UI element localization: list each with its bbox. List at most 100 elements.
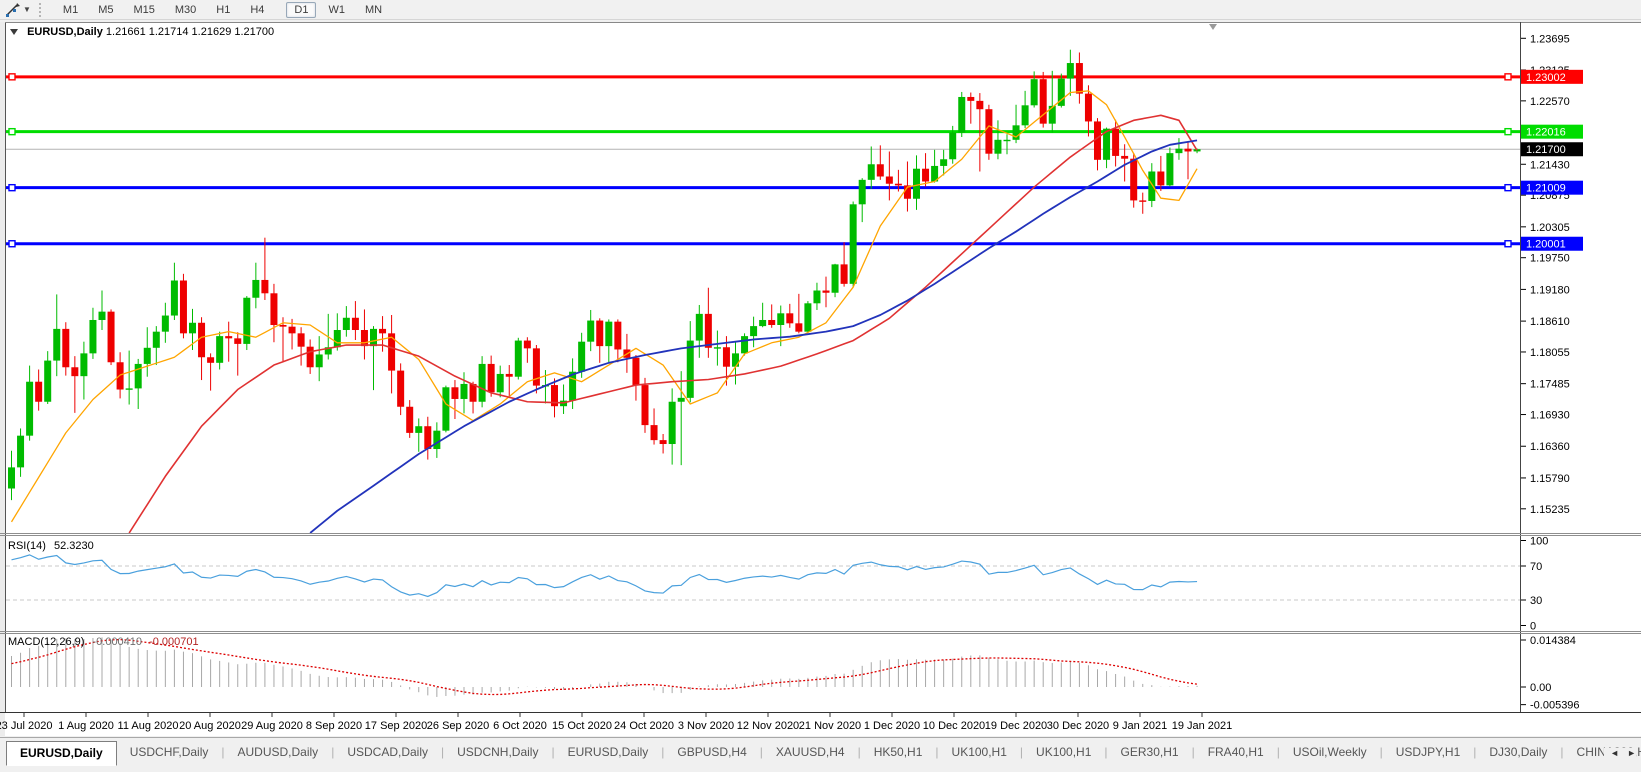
price-tick-label: 1.23695 (1530, 33, 1570, 45)
candlestick-layer[interactable] (8, 49, 1201, 501)
main-price-pane[interactable] (6, 49, 1520, 533)
line-handle[interactable] (8, 183, 16, 192)
chart-window[interactable]: 1.236951.231251.225701.220001.214301.208… (0, 22, 1641, 736)
price-tick-label: 1.21430 (1530, 159, 1570, 171)
time-tick-label: 1 Dec 2020 (864, 720, 920, 732)
rsi-scale-label: 70 (1530, 561, 1542, 573)
line-handle[interactable] (1504, 240, 1512, 248)
chart-tab-ger30-h1[interactable]: GER30,H1 (1120, 745, 1179, 759)
macd-scale-label: -0.005396 (1530, 700, 1580, 712)
ma-medium-line (128, 114, 1198, 533)
time-tick-label: 9 Jan 2021 (1113, 720, 1167, 732)
rsi-scale-label: 30 (1530, 595, 1542, 607)
timeframe-h4-button[interactable]: H4 (250, 3, 265, 16)
cursor-tool-icon[interactable] (4, 2, 22, 18)
timeframe-button-group: M1 M5 M15 M30 H1 H4 D1 W1 MN (53, 1, 392, 18)
chart-tab-gbpusd-h4[interactable]: GBPUSD,H4 (677, 745, 747, 759)
line-handle[interactable] (8, 73, 16, 81)
toolbar-grip[interactable] (38, 2, 45, 17)
chart-tab-hk50-h1[interactable]: HK50,H1 (873, 745, 923, 759)
timeframe-d1-button[interactable]: D1 (286, 1, 317, 18)
price-tick-label: 1.20305 (1530, 222, 1570, 234)
line-handle[interactable] (1504, 73, 1512, 81)
line-handle[interactable] (1504, 127, 1512, 136)
chart-tab-usdcad-daily[interactable]: USDCAD,Daily (347, 745, 428, 759)
macd-scale-label: 0.014384 (1530, 635, 1576, 647)
tab-separator: | (1104, 745, 1108, 759)
horizontal-line-1.22016[interactable] (6, 127, 1520, 136)
timeframe-m15-button[interactable]: M15 (133, 3, 155, 16)
time-tick-label: 19 Jan 2021 (1172, 720, 1233, 732)
macd-signal-line (11, 638, 1198, 696)
tab-scroll-right-icon[interactable]: ► (1627, 748, 1636, 758)
chart-tab-fra40-h1[interactable]: FRA40,H1 (1207, 745, 1264, 759)
price-tick-label: 1.22570 (1530, 96, 1570, 108)
chart-tab-usdchf-daily[interactable]: USDCHF,Daily (129, 745, 209, 759)
timeframe-w1-button[interactable]: W1 (328, 3, 345, 16)
timeframe-h1-button[interactable]: H1 (216, 3, 231, 16)
timeframe-m5-button[interactable]: M5 (98, 3, 114, 16)
chart-tab-usdjpy-h1[interactable]: USDJPY,H1 (1395, 745, 1461, 759)
tab-separator: | (551, 745, 555, 759)
timeframe-m1-button[interactable]: M1 (62, 3, 79, 16)
price-tick-label: 1.16930 (1530, 410, 1570, 422)
price-tick-label: 1.16360 (1530, 441, 1570, 453)
chart-tab-uk100-h1[interactable]: UK100,H1 (951, 745, 1007, 759)
tab-scroll-left-icon[interactable]: ◄ (1610, 748, 1620, 758)
svg-text:1.22016: 1.22016 (1526, 127, 1566, 139)
tab-separator: | (1379, 745, 1383, 759)
tab-separator: | (935, 745, 939, 759)
rsi-scale-label: 100 (1530, 536, 1548, 548)
chart-tab-usoil-weekly[interactable]: USOil,Weekly (1292, 745, 1367, 759)
time-tick-label: 23 Jul 2020 (0, 720, 52, 732)
tab-separator: | (441, 745, 445, 759)
chart-tab-uk100-h1[interactable]: UK100,H1 (1036, 745, 1092, 759)
horizontal-line-1.21009[interactable] (6, 183, 1520, 192)
line-handle[interactable] (8, 127, 16, 136)
horizontal-line-1.20001[interactable] (6, 240, 1520, 248)
price-tick-label: 1.18610 (1530, 316, 1570, 328)
macd-pane[interactable] (11, 637, 1198, 697)
time-tick-label: 17 Sep 2020 (365, 720, 427, 732)
price-tick-label: 1.15790 (1530, 473, 1570, 485)
chart-background (0, 22, 1641, 736)
price-tick-label: 1.15235 (1530, 504, 1570, 516)
time-tick-label: 24 Oct 2020 (614, 720, 674, 732)
time-tick-label: 15 Oct 2020 (552, 720, 612, 732)
chart-tab-eurusd-daily[interactable]: EURUSD,Daily (567, 745, 649, 759)
price-tick-label: 1.17485 (1530, 379, 1570, 391)
time-tick-label: 6 Oct 2020 (493, 720, 547, 732)
chart-tab-audusd-daily[interactable]: AUDUSD,Daily (237, 745, 319, 759)
time-tick-label: 10 Dec 2020 (923, 720, 985, 732)
time-axis[interactable]: 23 Jul 2020 1 Aug 2020 11 Aug 2020 20 Aug 2… (0, 713, 1232, 732)
tool-dropdown-caret-icon[interactable]: ▼ (23, 5, 31, 14)
line-handle[interactable] (1504, 183, 1512, 192)
chart-tab-xauusd-h4[interactable]: XAUUSD,H4 (775, 745, 845, 759)
price-badge-1.20001: 1.20001 (1521, 236, 1583, 251)
price-badge-1.21009: 1.21009 (1521, 180, 1583, 195)
chart-tab-dj30-daily[interactable]: DJ30,Daily (1489, 745, 1548, 759)
tab-separator: | (759, 745, 763, 759)
timeframe-m30-button[interactable]: M30 (174, 3, 197, 16)
price-axis[interactable]: 1.236951.231251.225701.220001.214301.208… (1521, 33, 1583, 516)
rsi-pane[interactable]: 100 70 30 0 (6, 536, 1548, 633)
window-left-frame (0, 22, 5, 736)
tab-separator: | (1473, 745, 1477, 759)
ma-fast-line (10, 90, 1198, 523)
tab-separator: | (857, 745, 861, 759)
tab-separator: | (1191, 745, 1195, 759)
timeframe-mn-button[interactable]: MN (364, 3, 383, 16)
chart-shift-marker[interactable] (1209, 24, 1217, 30)
chart-tab-usdcnh-daily[interactable]: USDCNH,Daily (457, 745, 539, 759)
line-handle[interactable] (8, 240, 16, 248)
price-tick-label: 1.19180 (1530, 284, 1570, 296)
chart-canvas[interactable]: 1.236951.231251.225701.220001.214301.208… (0, 22, 1641, 736)
time-tick-label: 8 Sep 2020 (306, 720, 362, 732)
time-tick-label: 29 Aug 2020 (241, 720, 303, 732)
horizontal-line-1.23002[interactable] (6, 73, 1520, 81)
ma-slow-line (309, 139, 1198, 533)
time-tick-label: 26 Sep 2020 (427, 720, 489, 732)
price-badge-1.21700: 1.21700 (1521, 142, 1583, 156)
chart-tab-eurusd-daily[interactable]: EURUSD,Daily (6, 741, 117, 766)
